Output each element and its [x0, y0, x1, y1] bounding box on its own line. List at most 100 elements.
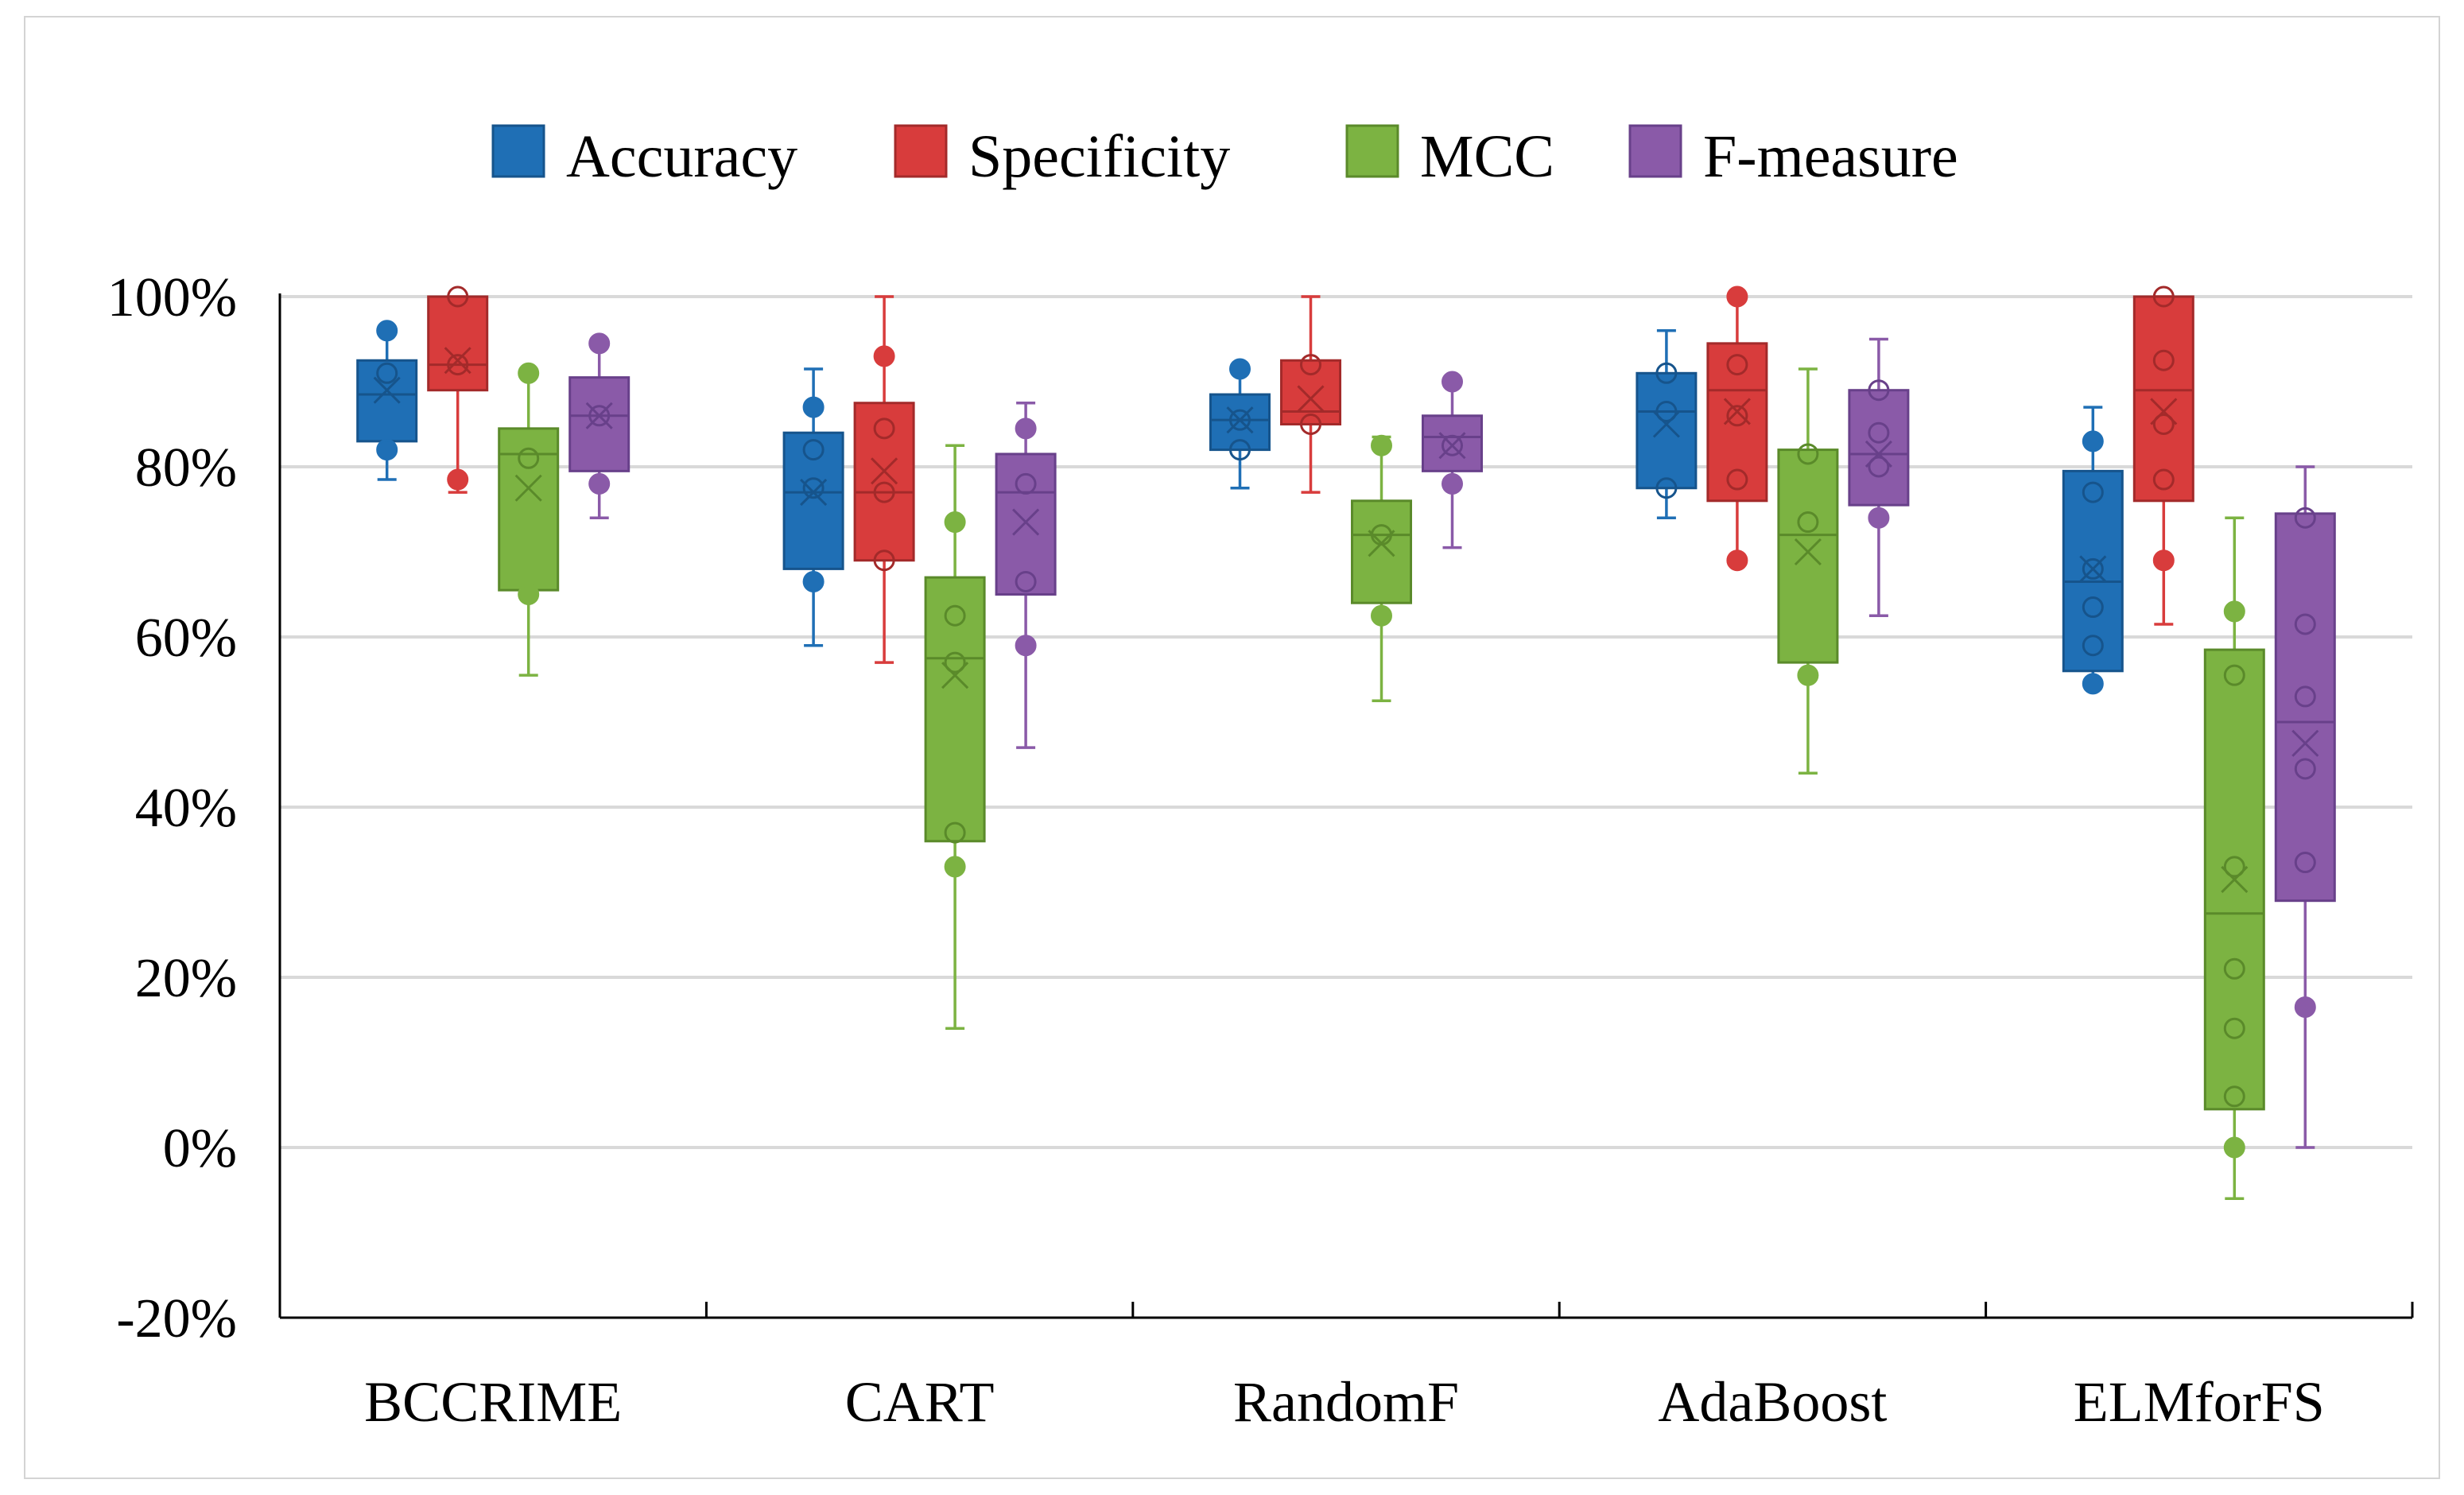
- data-point: [944, 511, 966, 534]
- data-point: [944, 604, 966, 627]
- data-point: [447, 354, 469, 376]
- mean-marker: [2291, 729, 2319, 757]
- data-point: [2223, 856, 2245, 878]
- data-point: [873, 549, 895, 572]
- data-point: [376, 439, 398, 461]
- data-point: [1371, 604, 1392, 627]
- x-tick-label: BCCRIME: [364, 1370, 622, 1434]
- box-specificity-cart: [853, 295, 915, 664]
- data-point: [1655, 362, 1678, 384]
- legend-label: F-measure: [1703, 123, 1958, 190]
- data-point: [1655, 400, 1678, 422]
- data-point: [1868, 379, 1890, 402]
- y-tick-label: 20%: [135, 948, 237, 1009]
- y-tick-label: -20%: [116, 1288, 237, 1349]
- box-accuracy-cart: [782, 367, 844, 647]
- box-body: [427, 295, 489, 392]
- box-f-measure-randomf: [1422, 371, 1483, 549]
- data-point: [944, 651, 966, 674]
- data-point: [1726, 285, 1748, 308]
- legend-label: MCC: [1420, 123, 1554, 190]
- data-point: [2223, 1085, 2245, 1108]
- y-tick-label: 60%: [135, 608, 237, 669]
- data-point: [2152, 285, 2175, 308]
- data-point: [1868, 507, 1890, 529]
- data-point: [1797, 664, 1819, 686]
- data-point: [1300, 414, 1321, 435]
- legend-swatch: [1345, 124, 1399, 178]
- box-f-measure-cart: [995, 402, 1057, 749]
- data-point: [1229, 358, 1251, 380]
- legend-label: Specificity: [968, 123, 1230, 190]
- data-point: [2082, 596, 2104, 619]
- data-point: [2223, 664, 2245, 686]
- box-accuracy-elmforfs: [2062, 406, 2124, 695]
- box-body: [356, 359, 418, 443]
- mean-marker: [1226, 406, 1254, 434]
- data-point: [1371, 434, 1392, 456]
- data-point: [376, 362, 398, 384]
- data-point: [588, 332, 611, 355]
- data-point: [2294, 685, 2316, 708]
- box-specificity-elmforfs: [2132, 285, 2194, 626]
- legend-swatch: [1628, 124, 1682, 178]
- data-point: [802, 477, 825, 499]
- box-series: [356, 285, 2336, 1200]
- data-point: [1868, 421, 1890, 444]
- data-point: [2294, 758, 2316, 780]
- data-point: [944, 821, 966, 844]
- box-f-measure-bccrime: [568, 332, 631, 519]
- data-point: [2223, 1136, 2245, 1159]
- box-mcc-elmforfs: [2203, 516, 2265, 1200]
- legend-label: Accuracy: [566, 123, 797, 190]
- data-point: [1868, 456, 1890, 478]
- mean-marker: [1794, 538, 1822, 566]
- legend-item-specificity: Specificity: [894, 123, 1230, 190]
- data-point: [1797, 511, 1819, 534]
- box-body: [1848, 389, 1910, 507]
- mean-marker: [1012, 508, 1040, 536]
- data-point: [2294, 507, 2316, 529]
- data-point: [447, 285, 469, 308]
- data-point: [588, 405, 611, 427]
- data-point: [1015, 417, 1037, 440]
- box-f-measure-adaboost: [1848, 337, 1910, 617]
- mean-marker: [871, 457, 898, 485]
- box-body: [1636, 371, 1698, 490]
- data-point: [1655, 477, 1678, 499]
- data-point: [1229, 409, 1251, 431]
- data-point: [2152, 468, 2175, 491]
- legend-item-accuracy: Accuracy: [491, 123, 797, 190]
- legend-item-mcc: MCC: [1345, 123, 1554, 190]
- data-point: [376, 320, 398, 342]
- data-point: [944, 856, 966, 878]
- mean-marker: [373, 376, 401, 404]
- data-point: [1726, 405, 1748, 427]
- box-body: [1422, 414, 1483, 472]
- data-point: [2082, 673, 2104, 695]
- y-tick-label: 40%: [135, 778, 237, 839]
- data-point: [2152, 549, 2175, 572]
- data-point: [802, 439, 825, 461]
- box-mcc-cart: [924, 444, 986, 1030]
- box-specificity-bccrime: [427, 285, 489, 494]
- box-f-measure-elmforfs: [2274, 465, 2336, 1149]
- data-point: [2223, 600, 2245, 623]
- y-tick-label: 100%: [107, 267, 237, 328]
- mean-marker: [514, 474, 542, 502]
- box-body: [924, 576, 986, 843]
- data-point: [873, 481, 895, 503]
- x-tick-label: AdaBoost: [1658, 1370, 1887, 1434]
- data-point: [2152, 414, 2175, 435]
- box-body: [1351, 499, 1412, 604]
- data-point: [2294, 996, 2316, 1018]
- axes: [278, 293, 2414, 1319]
- data-point: [2082, 481, 2104, 503]
- y-tick-label: 0%: [163, 1118, 237, 1179]
- data-point: [447, 468, 469, 491]
- mean-marker: [1297, 385, 1325, 413]
- data-point: [1015, 635, 1037, 657]
- box-mcc-adaboost: [1777, 367, 1839, 775]
- x-tick-label: ELMforFS: [2074, 1370, 2325, 1434]
